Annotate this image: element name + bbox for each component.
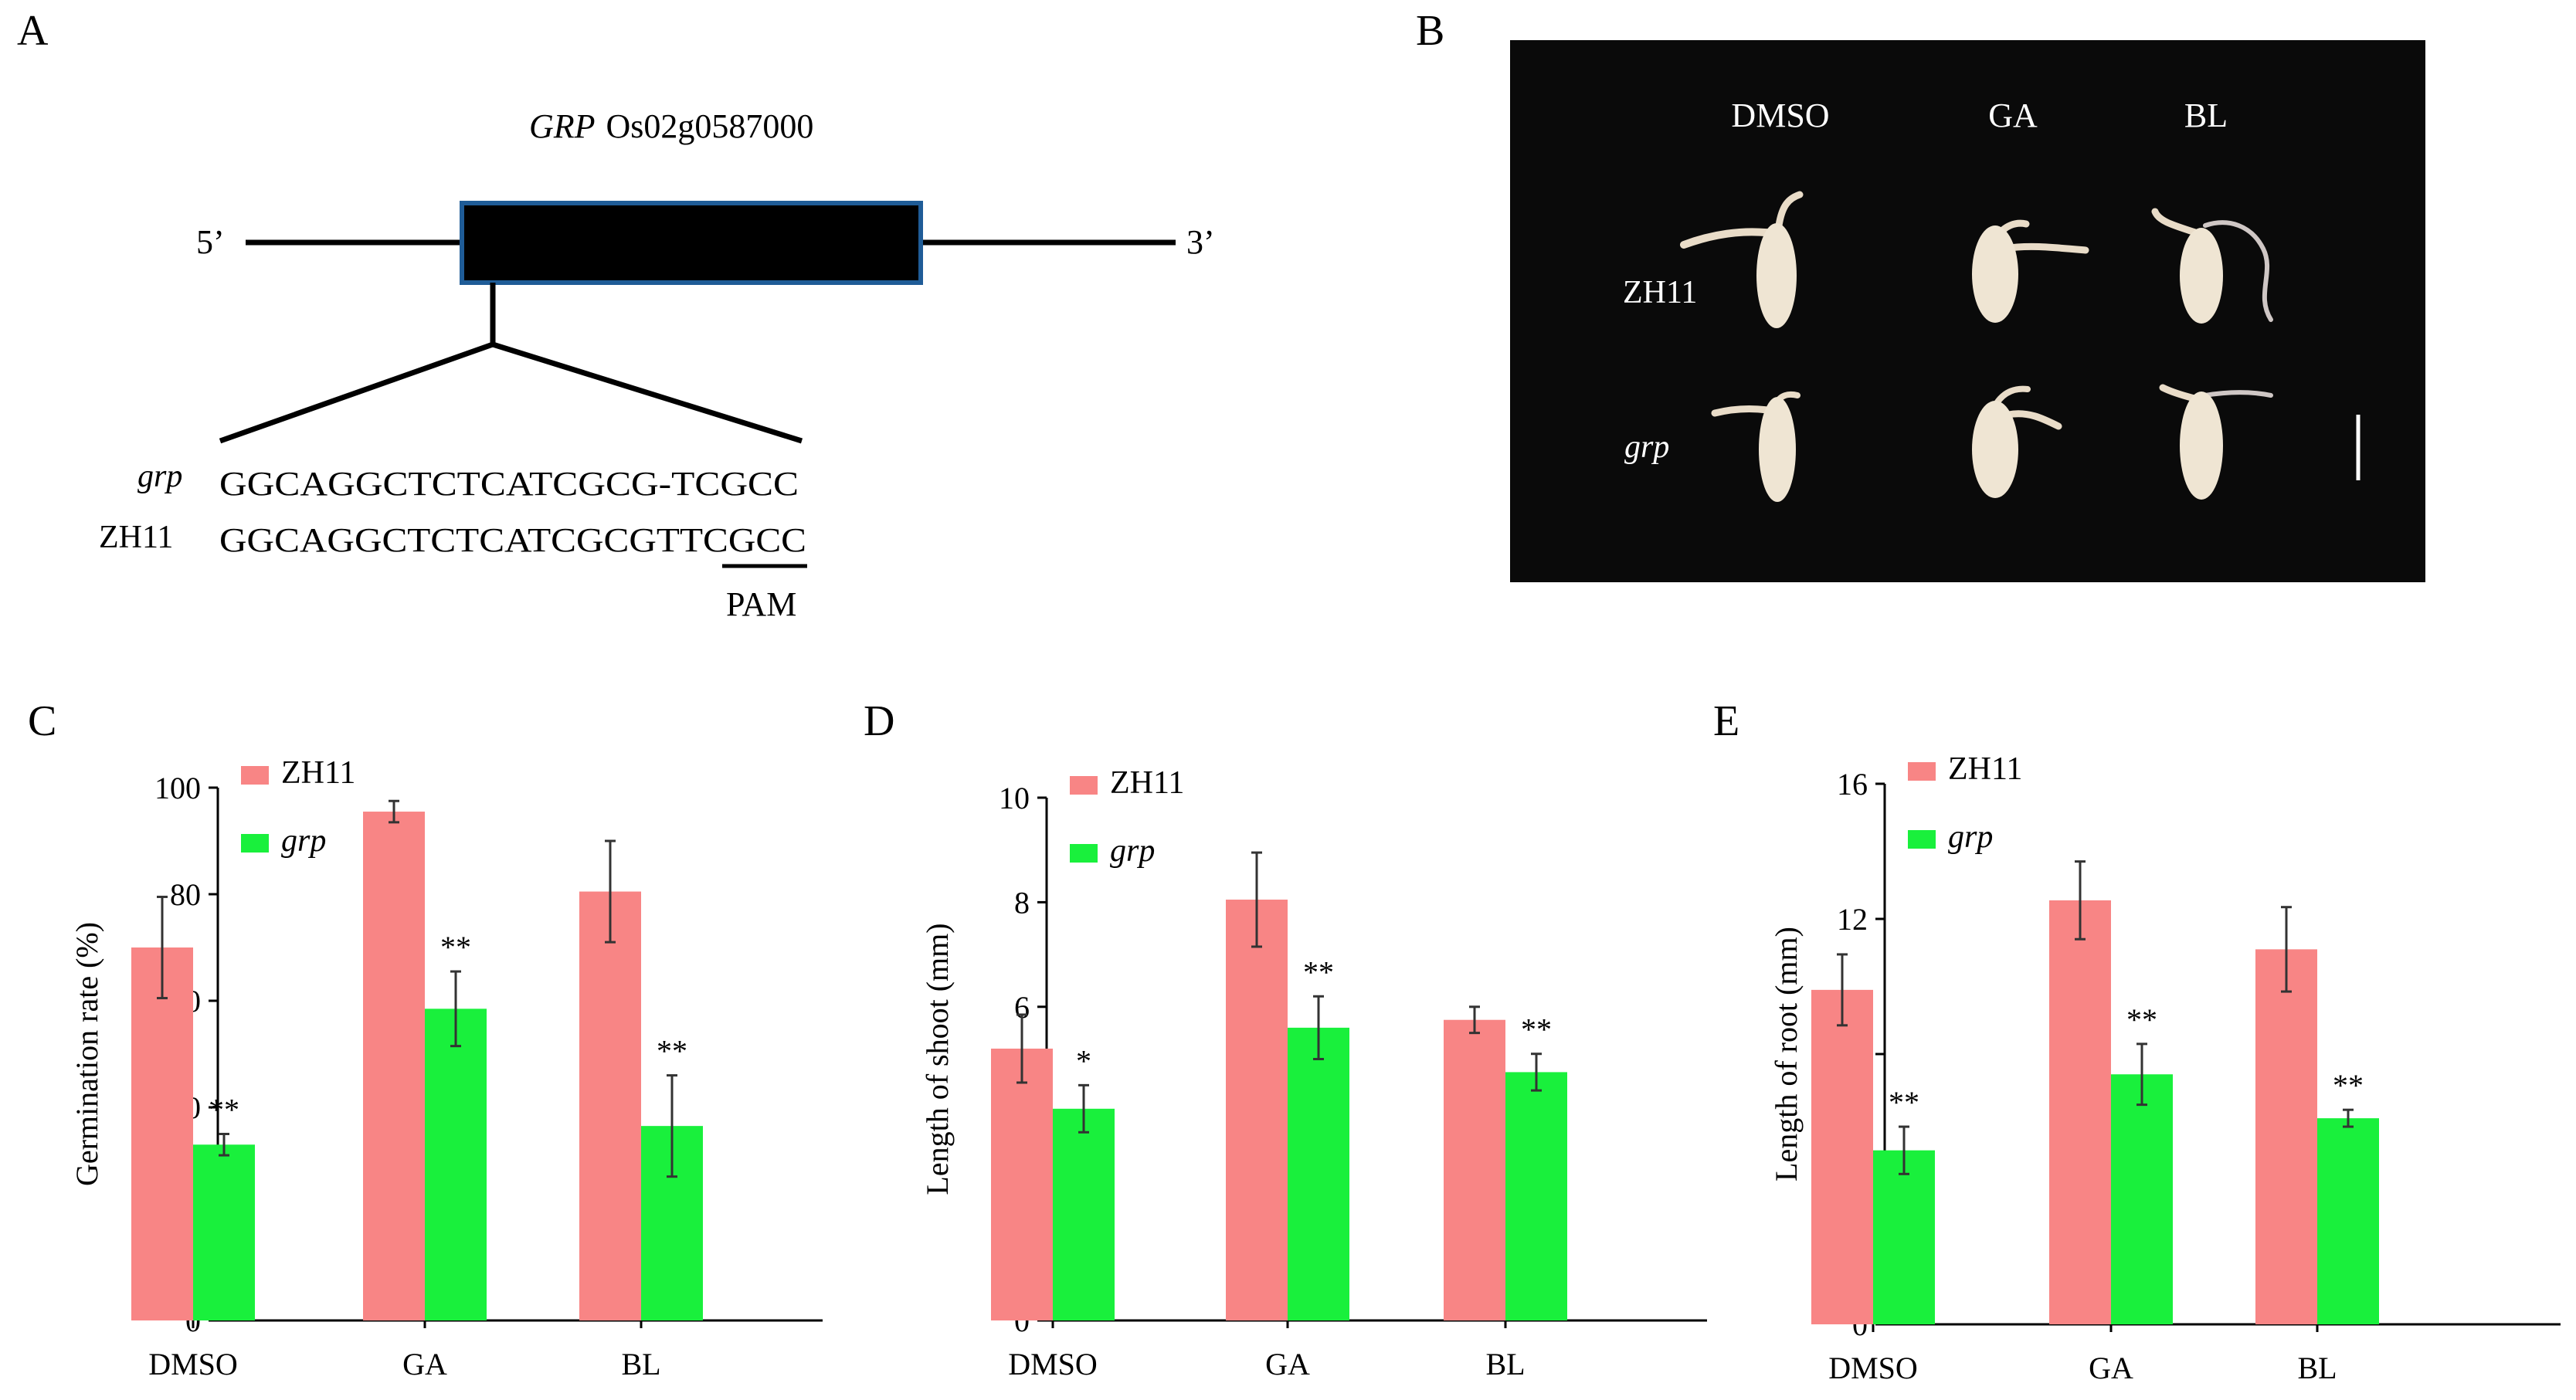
- legend-swatch-grp: [241, 834, 269, 853]
- bar-zh11-ga: [1226, 900, 1288, 1320]
- bar-grp-ga: [2111, 1074, 2173, 1324]
- gene-structure-diagram: GRP Os02g0587000 5’ 3’ grp GGCAGGCTCTCATC…: [99, 107, 1215, 623]
- y-tick-label: 80: [170, 877, 201, 912]
- legend-swatch-grp: [1908, 830, 1936, 849]
- panel-label-c: C: [28, 697, 57, 745]
- bar-grp-dmso: [193, 1144, 255, 1320]
- y-tick-label: 12: [1837, 902, 1868, 937]
- bar-grp-bl: [2317, 1118, 2379, 1324]
- y-tick-label: 6: [1014, 990, 1030, 1025]
- legend-label-grp: grp: [1110, 833, 1155, 869]
- zoom-line-left: [219, 341, 494, 444]
- bar-grp-bl: [1505, 1072, 1567, 1320]
- bar-grp-ga: [425, 1008, 487, 1320]
- legend-label-zh11: ZH11: [281, 755, 355, 791]
- bar-grp-dmso: [1053, 1108, 1115, 1320]
- panel-label-b: B: [1416, 7, 1445, 55]
- seedling-zh11-bl: [2151, 208, 2273, 324]
- three-prime-label: 3’: [1186, 223, 1215, 261]
- y-tick-label: 8: [1014, 885, 1030, 920]
- sequence-zh11: GGCAGGCTCTCATCGCGTTCGCC: [219, 521, 806, 559]
- panel-label-a: A: [17, 7, 49, 55]
- chart-root-length: 0481216Length of root (mm)**DMSO**GA**BL…: [1769, 751, 2561, 1385]
- y-axis-label: Germination rate (%): [70, 922, 104, 1186]
- pam-label: PAM: [726, 585, 796, 623]
- photo-background: [1510, 40, 2425, 582]
- x-tick-label: GA: [1265, 1347, 1310, 1381]
- seedling-grp-ga: [1972, 385, 2062, 498]
- bar-grp-dmso: [1873, 1150, 1935, 1324]
- significance-mark: **: [2126, 1002, 2157, 1037]
- photo-row-label-grp: grp: [1624, 429, 1669, 465]
- seedling-grp-dmso: [1711, 391, 1800, 502]
- x-tick-label: GA: [402, 1347, 447, 1381]
- legend-label-zh11: ZH11: [1948, 751, 2022, 787]
- significance-mark: **: [657, 1034, 687, 1069]
- gene-id: Os02g0587000: [606, 107, 814, 145]
- seq-row-label-grp: grp: [137, 459, 182, 494]
- seq-row-label-zh11: ZH11: [99, 520, 173, 555]
- chart-shoot-length: 0246810Length of shoot (mm)*DMSO**GA**BL…: [920, 765, 1707, 1381]
- gene-name: GRP: [529, 107, 596, 145]
- y-tick-label: 10: [999, 781, 1030, 815]
- photo-row-label-zh11: ZH11: [1623, 275, 1697, 310]
- x-tick-label: DMSO: [1008, 1347, 1098, 1381]
- significance-mark: *: [1076, 1043, 1091, 1078]
- significance-mark: **: [1521, 1012, 1552, 1047]
- bar-zh11-ga: [363, 812, 425, 1320]
- photo-col-label-bl: BL: [2184, 97, 2228, 134]
- x-tick-label: BL: [621, 1347, 660, 1381]
- sequence-grp: GGCAGGCTCTCATCGCG-TCGCC: [219, 465, 799, 503]
- legend-swatch-zh11: [1908, 762, 1936, 781]
- significance-mark: **: [440, 930, 471, 964]
- photo-col-label-dmso: DMSO: [1731, 97, 1829, 134]
- bar-zh11-dmso: [991, 1048, 1053, 1320]
- bar-zh11-dmso: [1811, 989, 1873, 1324]
- bar-zh11-bl: [1444, 1019, 1505, 1320]
- y-tick-label: 100: [154, 771, 201, 805]
- x-tick-label: DMSO: [1828, 1351, 1918, 1385]
- y-axis-label: Length of root (mm): [1769, 927, 1804, 1181]
- legend-swatch-zh11: [1070, 776, 1098, 795]
- bar-zh11-ga: [2049, 900, 2111, 1324]
- significance-mark: **: [1889, 1085, 1919, 1120]
- x-tick-label: BL: [1485, 1347, 1525, 1381]
- legend-label-grp: grp: [1948, 819, 1993, 855]
- legend-label-zh11: ZH11: [1110, 765, 1184, 801]
- x-tick-label: BL: [2297, 1351, 2337, 1385]
- y-tick-label: 16: [1837, 767, 1868, 802]
- significance-mark: **: [209, 1093, 239, 1127]
- seedling-zh11-dmso: [1680, 191, 1804, 328]
- legend-label-grp: grp: [281, 823, 326, 859]
- gene-title: GRP Os02g0587000: [529, 107, 813, 145]
- seedling-photo: DMSO GA BL ZH11 grp: [1510, 40, 2425, 582]
- bar-grp-ga: [1288, 1027, 1349, 1320]
- bar-zh11-bl: [2255, 949, 2317, 1324]
- significance-mark: **: [1303, 954, 1334, 989]
- photo-col-label-ga: GA: [1988, 97, 2038, 134]
- exon-box: [460, 201, 923, 285]
- legend-swatch-zh11: [241, 766, 269, 785]
- x-tick-label: DMSO: [148, 1347, 238, 1381]
- seedling-grp-bl: [2159, 384, 2273, 500]
- five-prime-label: 5’: [196, 223, 225, 261]
- bar-zh11-dmso: [131, 947, 193, 1320]
- zoom-line-right: [491, 341, 803, 444]
- legend-swatch-grp: [1070, 844, 1098, 863]
- seedling-zh11-ga: [1972, 219, 2089, 323]
- panel-label-d: D: [864, 697, 895, 745]
- panel-label-e: E: [1713, 697, 1740, 745]
- x-tick-label: GA: [2089, 1351, 2133, 1385]
- bar-zh11-bl: [579, 891, 641, 1320]
- chart-germination-rate: 020406080100Germination rate (%)**DMSO**…: [70, 755, 823, 1381]
- y-axis-label: Length of shoot (mm): [920, 923, 955, 1195]
- significance-mark: **: [2333, 1068, 2364, 1103]
